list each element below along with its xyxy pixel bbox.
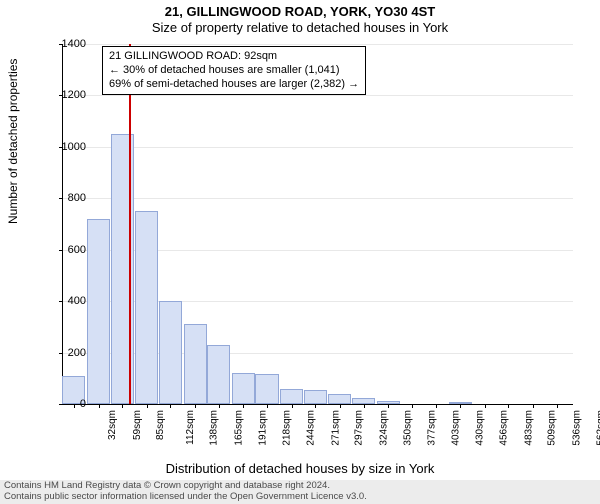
ytick-label: 600 <box>46 244 86 256</box>
xtick-label: 536sqm <box>572 410 583 446</box>
histogram-bar <box>280 389 303 404</box>
ytick-label: 1000 <box>46 141 86 153</box>
xtick-mark <box>147 404 148 408</box>
histogram-bar <box>135 211 158 404</box>
xtick-label: 112sqm <box>185 410 196 445</box>
annotation-box: 21 GILLINGWOOD ROAD: 92sqm ← 30% of deta… <box>102 46 366 95</box>
xtick-label: 509sqm <box>547 410 558 446</box>
xtick-label: 165sqm <box>234 410 245 446</box>
xtick-label: 85sqm <box>155 410 166 440</box>
xtick-mark <box>412 404 413 408</box>
xtick-mark <box>508 404 509 408</box>
xtick-mark <box>292 404 293 408</box>
xtick-mark <box>485 404 486 408</box>
xtick-label: 377sqm <box>427 410 438 446</box>
xtick-mark <box>219 404 220 408</box>
xtick-mark <box>122 404 123 408</box>
ytick-label: 1400 <box>46 38 86 50</box>
reference-line <box>129 44 131 404</box>
footer-attribution: Contains HM Land Registry data © Crown c… <box>0 480 600 504</box>
chart-main-title: 21, GILLINGWOOD ROAD, YORK, YO30 4ST <box>0 4 600 19</box>
x-axis-label: Distribution of detached houses by size … <box>0 461 600 476</box>
histogram-bar <box>159 301 182 404</box>
annotation-line1: 21 GILLINGWOOD ROAD: 92sqm <box>109 50 359 64</box>
gridline <box>63 147 573 148</box>
histogram-bar <box>304 390 327 404</box>
xtick-mark <box>99 404 100 408</box>
xtick-label: 430sqm <box>475 410 486 446</box>
chart-plot-area <box>62 44 573 405</box>
y-axis-label: Number of detached properties <box>6 59 20 224</box>
annotation-line2: ← 30% of detached houses are smaller (1,… <box>109 64 359 78</box>
ytick-label: 800 <box>46 192 86 204</box>
ytick-label: 1200 <box>46 89 86 101</box>
ytick-label: 400 <box>46 295 86 307</box>
xtick-mark <box>315 404 316 408</box>
xtick-mark <box>267 404 268 408</box>
xtick-label: 562sqm <box>595 410 600 446</box>
histogram-bar <box>207 345 230 404</box>
xtick-label: 218sqm <box>282 410 293 446</box>
xtick-label: 403sqm <box>450 410 461 446</box>
xtick-mark <box>388 404 389 408</box>
xtick-label: 350sqm <box>402 410 413 446</box>
chart-sub-title: Size of property relative to detached ho… <box>0 20 600 35</box>
xtick-mark <box>340 404 341 408</box>
xtick-label: 297sqm <box>354 410 365 446</box>
xtick-label: 59sqm <box>132 410 143 440</box>
xtick-mark <box>195 404 196 408</box>
xtick-label: 191sqm <box>257 410 268 446</box>
gridline <box>63 44 573 45</box>
ytick-label: 0 <box>46 398 86 410</box>
xtick-label: 32sqm <box>107 410 118 440</box>
xtick-mark <box>533 404 534 408</box>
xtick-mark <box>557 404 558 408</box>
histogram-bar <box>87 219 110 404</box>
xtick-label: 456sqm <box>499 410 510 446</box>
xtick-mark <box>460 404 461 408</box>
annotation-line3: 69% of semi-detached houses are larger (… <box>109 78 359 92</box>
xtick-mark <box>170 404 171 408</box>
xtick-label: 244sqm <box>306 410 317 446</box>
histogram-bar <box>328 394 351 404</box>
xtick-label: 138sqm <box>209 410 220 446</box>
gridline <box>63 95 573 96</box>
gridline <box>63 198 573 199</box>
xtick-mark <box>436 404 437 408</box>
ytick-label: 200 <box>46 347 86 359</box>
footer-line2: Contains public sector information licen… <box>4 492 596 503</box>
xtick-label: 324sqm <box>378 410 389 446</box>
xtick-label: 483sqm <box>523 410 534 446</box>
histogram-bar <box>184 324 207 404</box>
histogram-bar <box>232 373 255 404</box>
xtick-label: 271sqm <box>330 410 341 446</box>
xtick-mark <box>243 404 244 408</box>
xtick-mark <box>364 404 365 408</box>
histogram-bar <box>255 374 278 404</box>
